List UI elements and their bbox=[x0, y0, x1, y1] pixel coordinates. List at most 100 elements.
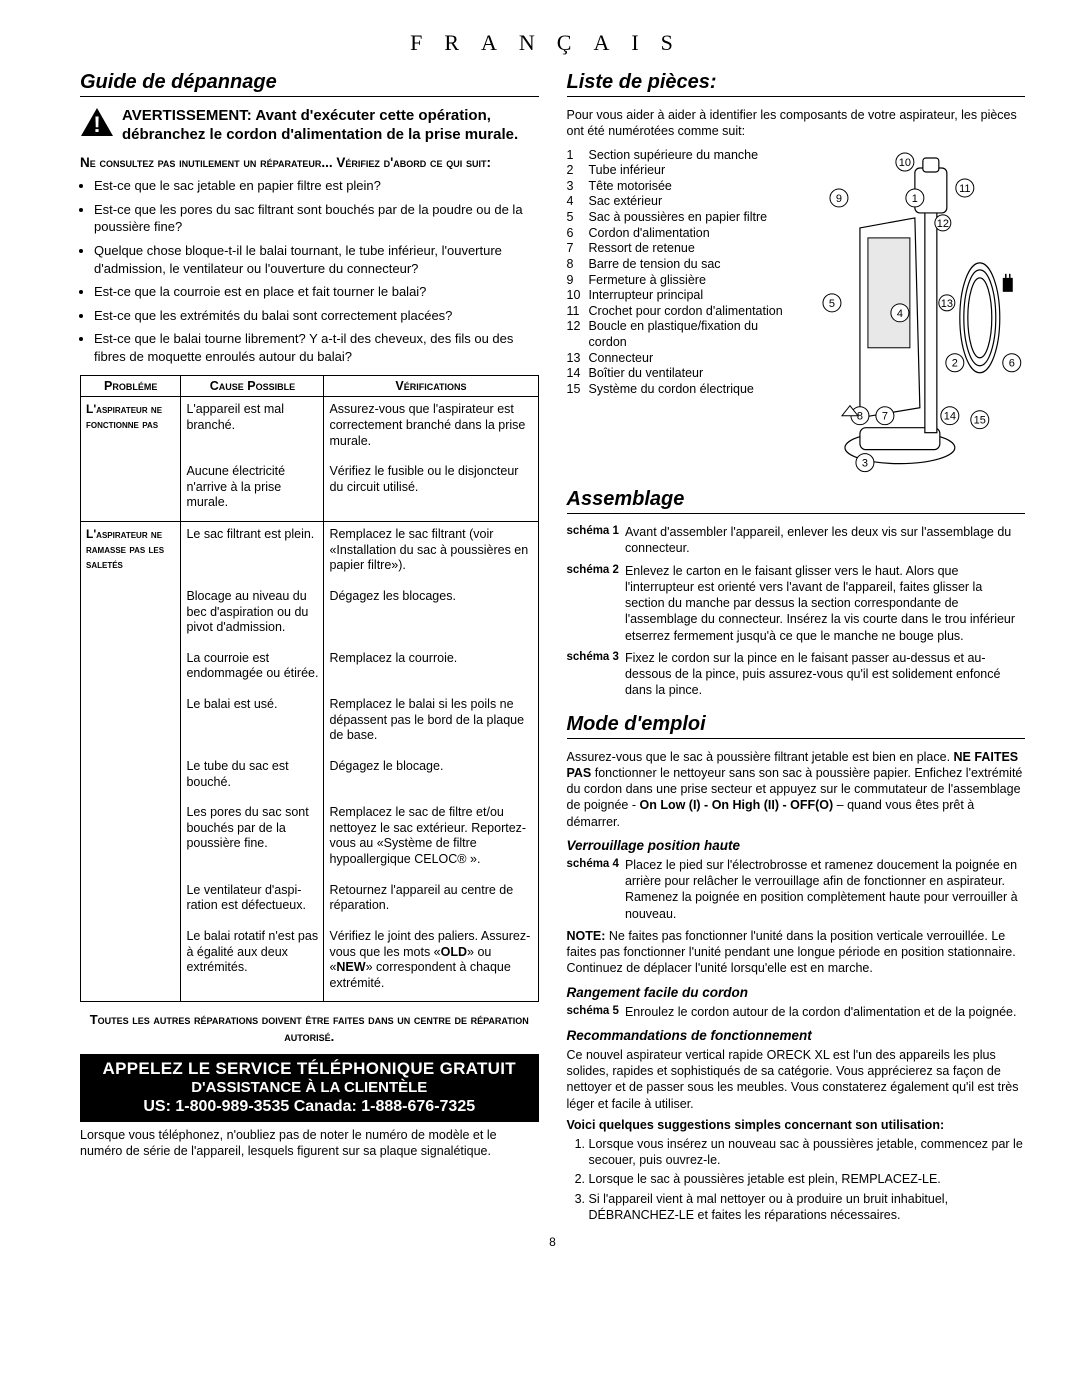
call-phone: US: 1-800-989-3535 Canada: 1-888-676-732… bbox=[86, 1098, 533, 1116]
sub-lock: Verrouillage position haute bbox=[567, 838, 1026, 853]
part-label: Tube inférieur bbox=[589, 163, 798, 179]
part-label: Fermeture à glissière bbox=[589, 273, 798, 289]
check-cell: Remplacez le sac de filtre et/ou nettoye… bbox=[324, 800, 538, 878]
note-paragraph: NOTE: Ne faites pas fonctionner l'unité … bbox=[567, 928, 1026, 977]
check-cell: Dégagez le blocage. bbox=[324, 754, 538, 800]
parts-list: 1Section supérieure du manche 2Tube infé… bbox=[567, 148, 798, 398]
precheck-list: Est-ce que le sac jetable en papier filt… bbox=[80, 177, 539, 365]
part-num: 9 bbox=[567, 273, 589, 289]
part-label: Système du cordon électrique bbox=[589, 382, 798, 398]
part-num: 12 bbox=[567, 319, 589, 350]
part-label: Connecteur bbox=[589, 351, 798, 367]
part-num: 7 bbox=[567, 241, 589, 257]
call-line2: d'assistance à la clientèle bbox=[86, 1079, 533, 1096]
part-label: Sac extérieur bbox=[589, 194, 798, 210]
list-item: Lorsque vous insérez un nouveau sac à po… bbox=[589, 1136, 1026, 1169]
svg-text:8: 8 bbox=[857, 410, 863, 422]
call-line1: Appelez le service téléphonique gratuit bbox=[86, 1059, 533, 1079]
list-item: Si l'appareil vient à mal nettoyer ou à … bbox=[589, 1191, 1026, 1224]
problem-cell: L'aspirateur ne ramasse pas les saletés bbox=[81, 522, 181, 584]
schema-row: schéma 4 Placez le pied sur l'électrobro… bbox=[567, 857, 1026, 922]
part-num: 1 bbox=[567, 148, 589, 164]
cause-cell: Le balai est usé. bbox=[181, 692, 324, 754]
check-cell: Remplacez le balai si les poils ne dépas… bbox=[324, 692, 538, 754]
schema-row: schéma 5 Enroulez le cordon autour de la… bbox=[567, 1004, 1026, 1020]
svg-text:7: 7 bbox=[882, 410, 888, 422]
parts-intro: Pour vous aider à aider à identifier les… bbox=[567, 107, 1026, 140]
svg-text:6: 6 bbox=[1009, 357, 1015, 369]
part-label: Boucle en plastique/fixation du cordon bbox=[589, 319, 798, 350]
schema-row: schéma 2 Enlevez le carton en le faisant… bbox=[567, 563, 1026, 644]
schema-row: schéma 3 Fixez le cordon sur la pince en… bbox=[567, 650, 1026, 699]
cause-cell: L'appareil est mal branché. bbox=[181, 397, 324, 459]
part-num: 4 bbox=[567, 194, 589, 210]
rec-intro: Ce nouvel aspirateur vertical rapide ORE… bbox=[567, 1047, 1026, 1112]
part-label: Cordon d'alimentation bbox=[589, 226, 798, 242]
schema-text: Enlevez le carton en le faisant glisser … bbox=[625, 563, 1025, 644]
cause-cell: Aucune électricité n'arrive à la prise m… bbox=[181, 459, 324, 521]
call-footnote: Lorsque vous téléphonez, n'oubliez pas d… bbox=[80, 1128, 539, 1159]
part-num: 5 bbox=[567, 210, 589, 226]
part-label: Sac à poussières en papier filtre bbox=[589, 210, 798, 226]
list-item: Est-ce que le sac jetable en papier filt… bbox=[94, 177, 539, 195]
warning-text: AVERTISSEMENT: Avant d'exécuter cette op… bbox=[122, 107, 539, 145]
part-label: Crochet pour cordon d'alimentation bbox=[589, 304, 798, 320]
check-cell: Remplacez le sac filtrant (voir «Install… bbox=[324, 522, 538, 584]
part-label: Barre de tension du sac bbox=[589, 257, 798, 273]
sub-rec: Recommandations de fonctionnement bbox=[567, 1028, 1026, 1043]
parts-heading: Liste de pièces: bbox=[567, 71, 1026, 97]
precheck-heading: Ne consultez pas inutilement un réparate… bbox=[80, 155, 539, 172]
col-problem: Probléme bbox=[81, 376, 181, 397]
schema-text: Enroulez le cordon autour de la cordon d… bbox=[625, 1004, 1025, 1020]
schema-label: schéma 1 bbox=[567, 524, 619, 557]
right-column: Liste de pièces: Pour vous aider à aider… bbox=[567, 71, 1026, 1227]
part-num: 11 bbox=[567, 304, 589, 320]
schema-label: schéma 2 bbox=[567, 563, 619, 644]
part-num: 8 bbox=[567, 257, 589, 273]
language-header: FRANÇAIS bbox=[80, 30, 1025, 56]
vacuum-diagram: 10 9 1 11 12 5 4 13 2 6 8 7 14 bbox=[805, 148, 1025, 483]
schema-label: schéma 3 bbox=[567, 650, 619, 699]
cause-cell: Le sac filtrant est plein. bbox=[181, 522, 324, 584]
repair-note: Toutes les autres réparations doivent êt… bbox=[80, 1012, 539, 1046]
svg-text:!: ! bbox=[93, 112, 100, 137]
rec-list: Lorsque vous insérez un nouveau sac à po… bbox=[567, 1136, 1026, 1223]
page-number: 8 bbox=[80, 1235, 1025, 1249]
check-cell: Vérifiez le fusible ou le disjoncteur du… bbox=[324, 459, 538, 521]
part-label: Tête motorisée bbox=[589, 179, 798, 195]
part-num: 6 bbox=[567, 226, 589, 242]
part-label: Section supérieure du manche bbox=[589, 148, 798, 164]
sub-cord: Rangement facile du cordon bbox=[567, 985, 1026, 1000]
schema-text: Placez le pied sur l'électrobrosse et ra… bbox=[625, 857, 1025, 922]
part-num: 15 bbox=[567, 382, 589, 398]
part-label: Interrupteur principal bbox=[589, 288, 798, 304]
svg-text:2: 2 bbox=[952, 357, 958, 369]
col-cause: Cause Possible bbox=[181, 376, 324, 397]
part-label: Boîtier du ventilateur bbox=[589, 366, 798, 382]
schema-row: schéma 1 Avant d'assembler l'appareil, e… bbox=[567, 524, 1026, 557]
rec-bold-intro: Voici quelques suggestions simples conce… bbox=[567, 1118, 1026, 1132]
list-item: Est-ce que les pores du sac filtrant son… bbox=[94, 201, 539, 236]
part-num: 3 bbox=[567, 179, 589, 195]
list-item: Lorsque le sac à poussières jetable est … bbox=[589, 1171, 1026, 1187]
cause-cell: Le tube du sac est bouché. bbox=[181, 754, 324, 800]
part-num: 14 bbox=[567, 366, 589, 382]
svg-text:15: 15 bbox=[974, 414, 986, 426]
assembly-heading: Assemblage bbox=[567, 488, 1026, 514]
warning-block: ! AVERTISSEMENT: Avant d'exécuter cette … bbox=[80, 107, 539, 145]
schema-text: Avant d'assembler l'appareil, enlever le… bbox=[625, 524, 1025, 557]
part-num: 2 bbox=[567, 163, 589, 179]
left-column: Guide de dépannage ! AVERTISSEMENT: Avan… bbox=[80, 71, 539, 1227]
list-item: Est-ce que la courroie est en place et f… bbox=[94, 283, 539, 301]
mode-heading: Mode d'emploi bbox=[567, 713, 1026, 739]
problem-cell: L'aspirateur ne fonctionne pas bbox=[81, 397, 181, 459]
troubleshoot-heading: Guide de dépannage bbox=[80, 71, 539, 97]
part-label: Ressort de retenue bbox=[589, 241, 798, 257]
svg-text:11: 11 bbox=[959, 182, 970, 194]
cause-cell: La courroie est endommagée ou étirée. bbox=[181, 646, 324, 692]
col-check: Vérifications bbox=[324, 376, 538, 397]
check-cell: Vérifiez le joint des paliers. Assurez-v… bbox=[324, 924, 538, 1002]
svg-text:3: 3 bbox=[862, 457, 868, 469]
svg-text:9: 9 bbox=[836, 192, 842, 204]
cause-cell: Blocage au niveau du bec d'aspiration ou… bbox=[181, 584, 324, 646]
